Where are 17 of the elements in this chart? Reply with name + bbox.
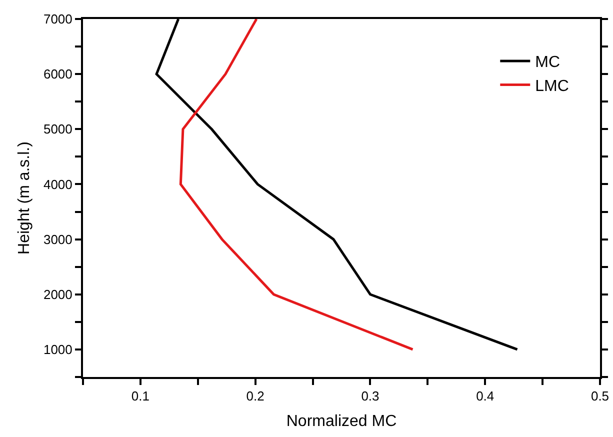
x-tick-label: 0.4: [476, 388, 494, 404]
y-tick-label: 5000: [43, 122, 72, 137]
y-tick-label: 7000: [43, 12, 72, 27]
x-tick-label: 0.5: [590, 388, 610, 404]
y-tick-label: 4000: [43, 176, 72, 192]
x-axis-title: Normalized MC: [286, 412, 397, 430]
x-tick-label: 0.1: [131, 388, 150, 404]
x-tick-label: 0.2: [246, 388, 264, 404]
line-series: [179, 19, 414, 351]
legend-label: MC: [535, 54, 560, 72]
legend-label: LMC: [535, 78, 569, 95]
y-axis-title: Height (m a.s.l.): [16, 142, 33, 254]
y-tick-label: 1000: [43, 342, 72, 358]
x-tick-label: 0.3: [361, 388, 380, 404]
y-tick-label: 6000: [43, 66, 72, 82]
y-tick-label: 2000: [43, 286, 72, 302]
y-tick-label: 3000: [43, 232, 72, 247]
